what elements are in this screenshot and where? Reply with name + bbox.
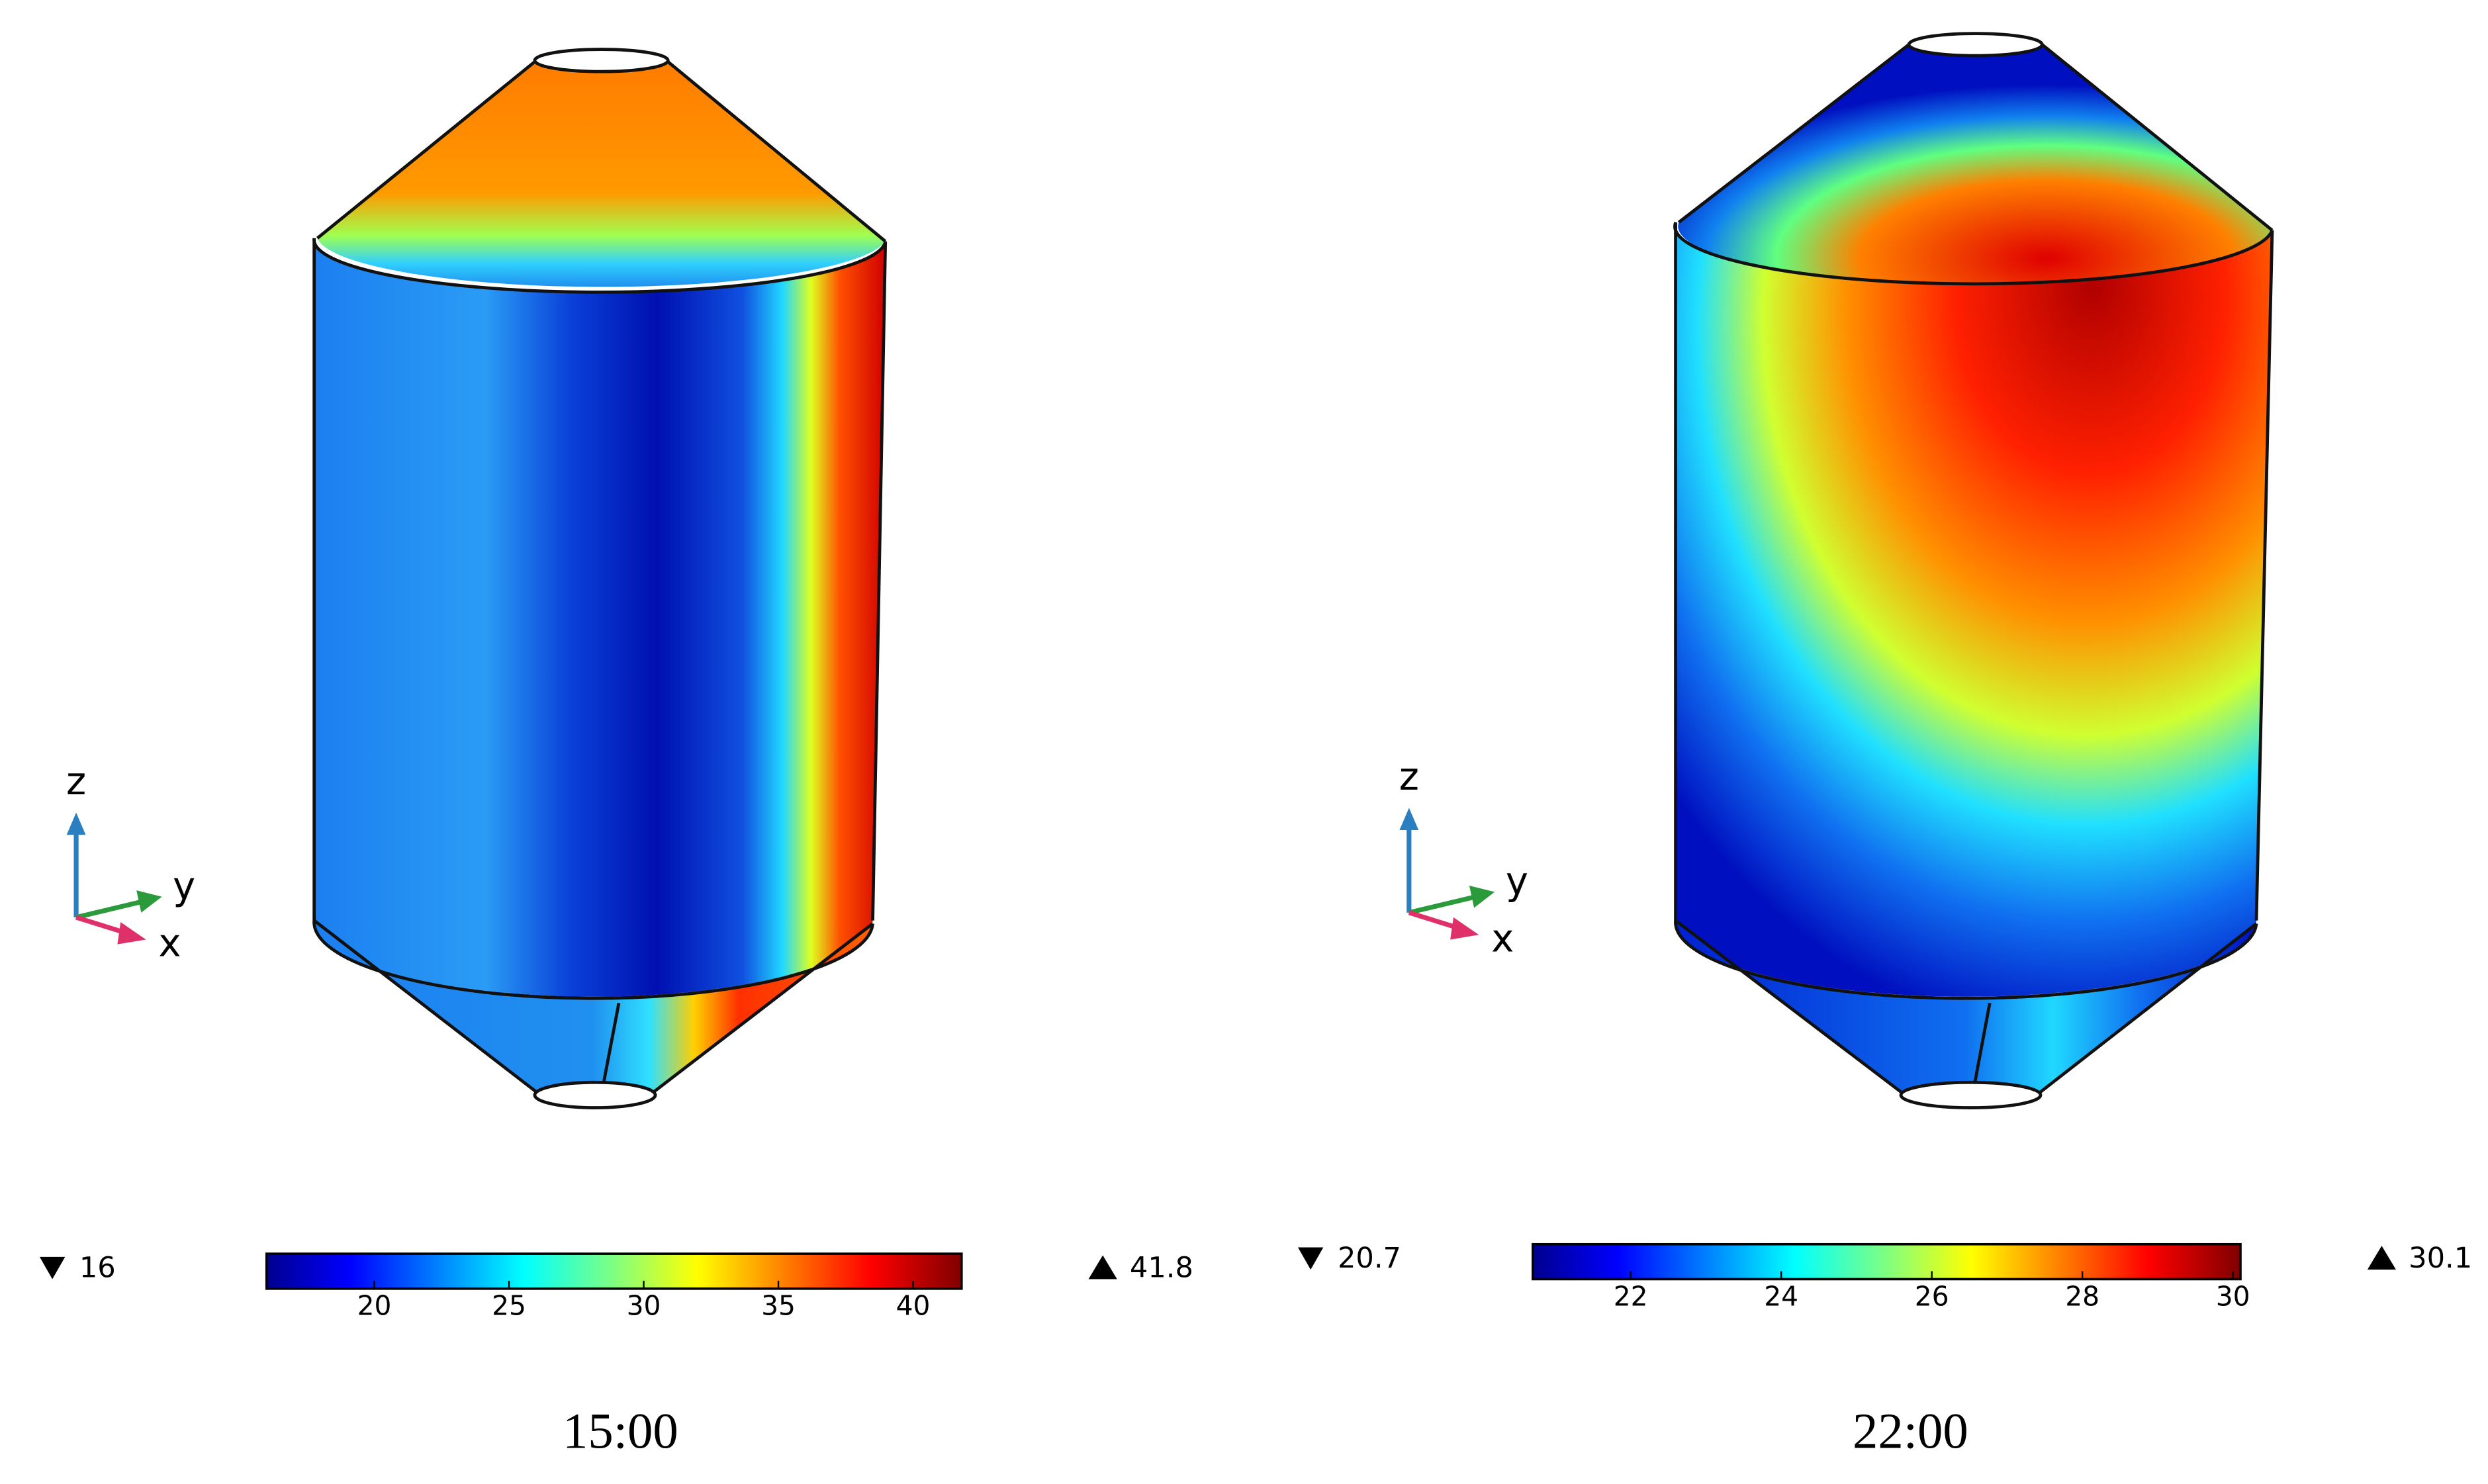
- caption: 22:00: [1853, 1403, 1968, 1459]
- min-label: 16: [79, 1252, 116, 1285]
- min-marker: [39, 1256, 66, 1279]
- max-marker: [1088, 1255, 1117, 1279]
- colorbar-tick-label: 20: [357, 1290, 392, 1322]
- y-axis-arrow: [75, 899, 144, 920]
- y-axis-label: y: [1506, 859, 1528, 904]
- x-arrow-head: [1450, 917, 1479, 940]
- silo-top: [317, 53, 886, 287]
- colorbar-tick-label: 30: [2216, 1280, 2250, 1312]
- colorbar-tick-label: 35: [761, 1290, 796, 1322]
- colorbar: [265, 1252, 963, 1290]
- z-axis-label: z: [1399, 755, 1419, 799]
- x-axis-arrow: [75, 915, 128, 936]
- caption: 15:00: [563, 1403, 678, 1459]
- y-axis-label: y: [173, 864, 195, 908]
- top-opening: [1907, 32, 2044, 58]
- z-arrow-head: [1399, 808, 1419, 831]
- colorbar-tick-label: 28: [2065, 1280, 2099, 1312]
- silo-bottom: [1675, 920, 2256, 1105]
- colorbar: [1532, 1242, 2242, 1281]
- colorbar-tick-label: 40: [896, 1290, 931, 1322]
- colorbar-tick-label: 26: [1915, 1280, 1949, 1312]
- colorbar-tick-label: 24: [1764, 1280, 1798, 1312]
- silo-body: [1675, 222, 2272, 997]
- silo-top: [1678, 34, 2272, 284]
- x-arrow-head: [117, 922, 146, 945]
- min-label: 20.7: [1338, 1242, 1401, 1275]
- z-arrow-head: [66, 812, 86, 835]
- silo-edges: [312, 59, 888, 1103]
- max-marker: [2367, 1246, 2396, 1270]
- x-axis-arrow: [1408, 910, 1461, 931]
- colorbar-tick-label: 30: [627, 1290, 661, 1322]
- z-axis-label: z: [66, 759, 86, 804]
- x-axis-label: x: [158, 921, 181, 966]
- max-label: 41.8: [1130, 1252, 1193, 1285]
- silo-bottom: [314, 920, 873, 1102]
- min-marker: [1298, 1247, 1324, 1270]
- silo: [312, 48, 888, 1109]
- colorbar-tick-label: 22: [1614, 1280, 1648, 1312]
- max-label: 30.1: [2409, 1242, 2472, 1275]
- bottom-opening: [533, 1080, 657, 1109]
- silo: [1673, 32, 2274, 1109]
- x-axis-label: x: [1491, 916, 1514, 960]
- top-opening: [533, 48, 670, 73]
- bottom-opening: [1899, 1080, 2043, 1109]
- silo-edges: [1673, 43, 2274, 1105]
- silo-body: [314, 238, 886, 997]
- y-axis-arrow: [1408, 894, 1477, 915]
- colorbar-tick-label: 25: [492, 1290, 526, 1322]
- y-arrow-head: [136, 890, 162, 913]
- y-arrow-head: [1469, 885, 1495, 908]
